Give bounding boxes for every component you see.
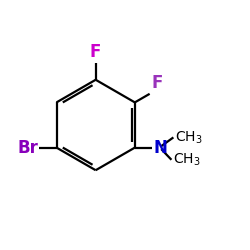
Text: CH$_3$: CH$_3$ <box>174 129 202 146</box>
Text: F: F <box>152 74 163 92</box>
Text: F: F <box>90 43 101 61</box>
Text: CH$_3$: CH$_3$ <box>173 152 200 168</box>
Text: N: N <box>154 138 168 156</box>
Text: Br: Br <box>17 138 38 156</box>
